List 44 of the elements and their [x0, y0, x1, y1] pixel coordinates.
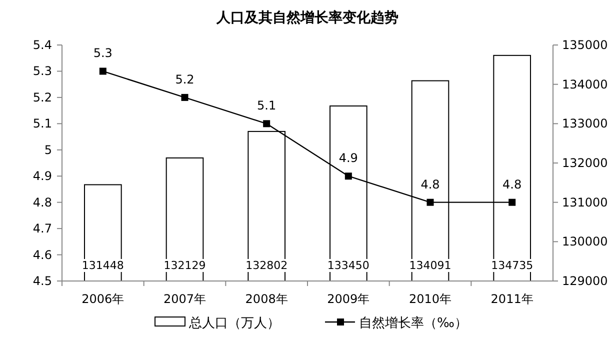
point: [181, 94, 188, 101]
point: [263, 120, 270, 128]
data-label: 133450: [327, 259, 370, 272]
x-tick-label: 2011年: [490, 292, 534, 306]
x-tick-label: 2009年: [327, 292, 370, 306]
data-label: 134091: [409, 259, 452, 272]
y2-tick-label: 130000: [562, 234, 608, 249]
x-tick-label: 2010年: [408, 292, 452, 306]
x-tick-label: 2008年: [245, 292, 288, 306]
data-label: 5.3: [93, 46, 112, 60]
y-tick-label: 4.9: [32, 169, 52, 184]
y2-tick-label: 135000: [562, 38, 608, 52]
legend-label: 自然增长率（‰）: [359, 315, 468, 331]
chart-title: 人口及其自然增长率变化趋势: [216, 9, 398, 26]
y-tick-label: 4.6: [32, 248, 52, 262]
x-tick-label: 2006年: [82, 292, 124, 306]
y-tick-label: 5.2: [32, 90, 52, 104]
y-tick-label: 5.1: [32, 116, 52, 131]
x-tick-label: 2007年: [163, 292, 206, 306]
data-label: 134735: [491, 259, 534, 272]
y2-tick-label: 131000: [562, 195, 608, 210]
y-tick-label: 4.8: [32, 195, 52, 210]
point: [344, 172, 352, 180]
data-label: 5.1: [257, 98, 276, 113]
legend-label: 总人口（万人）: [188, 316, 280, 331]
data-label: 4.8: [502, 177, 522, 192]
data-label: 5.2: [175, 72, 194, 86]
data-label: 4.9: [338, 151, 358, 166]
y2-tick-label: 132000: [562, 156, 608, 170]
data-label: 131448: [82, 259, 124, 272]
point: [508, 198, 516, 206]
y2-tick-label: 133000: [562, 116, 608, 131]
y-tick-label: 5.4: [32, 38, 52, 52]
point: [426, 198, 434, 206]
y-tick-label: 4.5: [32, 274, 52, 288]
y-tick-label: 5: [44, 142, 52, 157]
data-label: 132802: [246, 259, 288, 272]
point: [99, 68, 106, 75]
data-label: 4.8: [420, 177, 440, 192]
y-tick-label: 5.3: [32, 64, 52, 78]
y-tick-label: 4.7: [32, 222, 52, 236]
y2-tick-label: 134000: [562, 77, 608, 92]
y2-tick-label: 129000: [562, 274, 608, 288]
data-label: 132129: [164, 259, 206, 272]
